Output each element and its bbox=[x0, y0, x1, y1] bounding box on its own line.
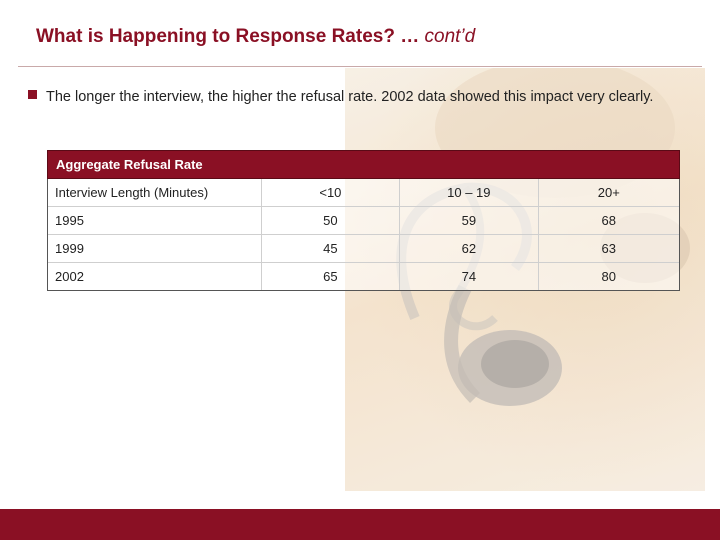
page-title: What is Happening to Response Rates? … c… bbox=[36, 26, 475, 48]
header-cell: 10 – 19 bbox=[399, 179, 539, 207]
table-cell: 80 bbox=[601, 269, 616, 284]
table-row: 2002 65 74 80 bbox=[48, 262, 679, 290]
row-label: 2002 bbox=[48, 262, 262, 290]
table-header-row: Interview Length (Minutes) <10 10 – 19 2… bbox=[48, 179, 679, 207]
table-row: 1999 45 62 63 bbox=[48, 234, 679, 263]
header-cell: Interview Length (Minutes) bbox=[48, 179, 262, 207]
title-main: What is Happening to Response Rates? … bbox=[36, 26, 420, 47]
table-cell: 62 bbox=[399, 234, 539, 263]
table-row: 1995 50 59 68 bbox=[48, 206, 679, 235]
bullet-item: The longer the interview, the higher the… bbox=[28, 87, 688, 108]
bullet-text: The longer the interview, the higher the… bbox=[46, 89, 654, 105]
row-label: 1999 bbox=[48, 234, 262, 263]
refusal-rate-table: Aggregate Refusal Rate Interview Length … bbox=[47, 150, 680, 291]
header-cell: 20+ bbox=[538, 179, 679, 207]
title-suffix: cont’d bbox=[424, 26, 476, 47]
footer-bar bbox=[0, 509, 720, 540]
table-caption: Aggregate Refusal Rate bbox=[47, 150, 680, 179]
title-divider bbox=[18, 66, 702, 67]
data-table: Interview Length (Minutes) <10 10 – 19 2… bbox=[48, 179, 679, 290]
table-cell: 68 bbox=[538, 206, 679, 235]
table-cell: 65 bbox=[261, 262, 401, 290]
header-cell: <10 bbox=[261, 179, 401, 207]
table-cell: 50 bbox=[261, 206, 401, 235]
table-cell: 45 bbox=[261, 234, 401, 263]
table-cell: 74 bbox=[399, 262, 539, 290]
row-label: 1995 bbox=[48, 206, 262, 235]
table-cell: 63 bbox=[538, 234, 679, 263]
table-cell: 59 bbox=[399, 206, 539, 235]
bullet-square-icon bbox=[28, 90, 37, 99]
